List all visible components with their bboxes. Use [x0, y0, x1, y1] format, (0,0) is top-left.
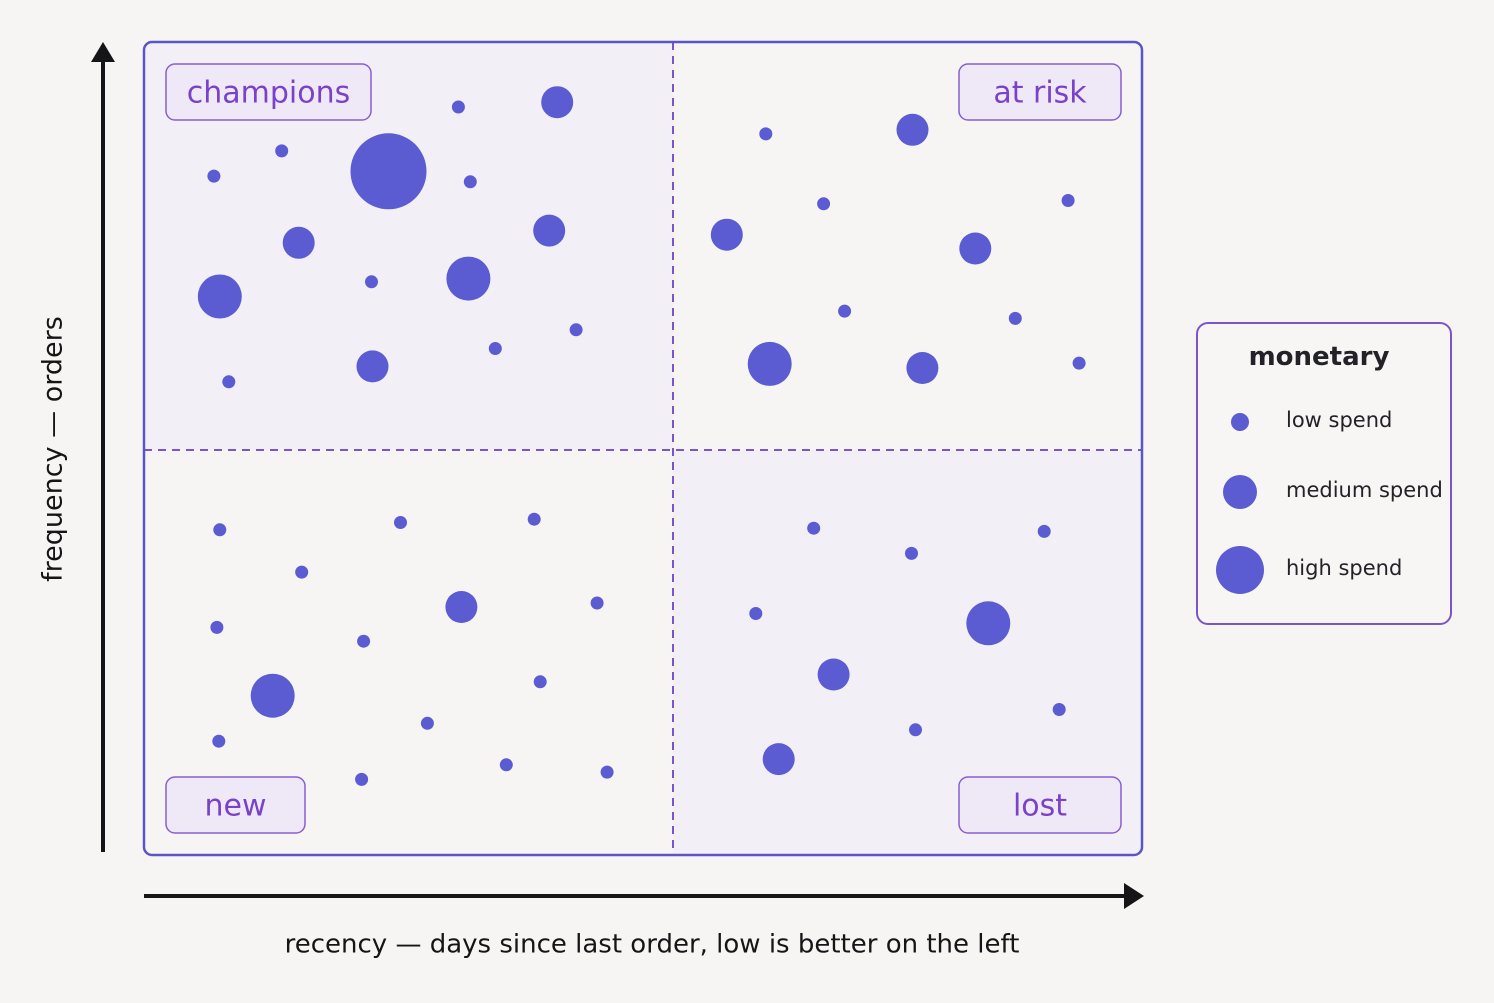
lost-point — [909, 723, 922, 737]
quadrant-labels: champions at risk new lost — [165, 63, 1122, 834]
lost-point — [817, 658, 850, 691]
champions-point — [541, 86, 574, 119]
x-axis-arrow — [144, 883, 1144, 909]
champions-point — [488, 342, 502, 355]
at-risk-point — [710, 218, 743, 251]
y-axis-label: frequency — orders — [38, 316, 69, 582]
new-point — [394, 516, 407, 529]
at-risk-point — [959, 232, 992, 265]
lost-point — [905, 546, 918, 560]
new-point — [527, 512, 541, 526]
at-risk-point — [747, 341, 792, 386]
champions-point — [282, 226, 315, 259]
at-risk-point — [1061, 194, 1075, 207]
champions-point — [350, 133, 427, 210]
new-point — [499, 758, 513, 772]
at-risk-point — [817, 197, 831, 211]
at-risk-point — [759, 127, 773, 141]
new-point — [295, 565, 309, 579]
champions-label-box — [165, 63, 372, 121]
at-risk-label-text: at risk — [993, 76, 1087, 111]
at-risk-label: at risk — [958, 63, 1122, 121]
new-point — [357, 634, 371, 648]
new-label-text: new — [204, 789, 266, 824]
lost-label: lost — [958, 776, 1122, 834]
new-point — [590, 596, 604, 610]
new-point — [355, 772, 369, 786]
data-points — [197, 86, 1086, 786]
legend-label-medium-spend: medium spend — [1286, 478, 1443, 502]
champions-label-text: champions — [187, 76, 351, 111]
lost-point — [1052, 703, 1066, 716]
medium-spend-swatch — [1223, 475, 1257, 509]
lost-point — [762, 743, 795, 776]
at-risk-label-box — [958, 63, 1122, 121]
legend-title: monetary — [1248, 342, 1390, 372]
new-label-box — [165, 776, 306, 834]
champions-point — [222, 375, 236, 389]
new-point — [250, 673, 295, 718]
champions-point — [197, 274, 242, 319]
new-label: new — [165, 776, 306, 834]
at-risk-point — [1072, 356, 1086, 370]
legend-item-high-spend: high spend — [1198, 539, 1450, 599]
champions-point — [356, 350, 389, 383]
lost-point — [1037, 524, 1051, 538]
champions-point — [446, 256, 491, 301]
lost-label-box — [958, 776, 1122, 834]
champions-point — [451, 100, 465, 114]
y-axis-arrow — [91, 42, 115, 852]
at-risk-point — [838, 304, 852, 318]
new-point — [420, 716, 434, 730]
champions-point — [275, 144, 289, 158]
new-point — [212, 734, 226, 748]
champions-point — [207, 169, 221, 183]
legend-item-medium-spend: medium spend — [1198, 461, 1450, 521]
high-spend-swatch — [1216, 546, 1264, 594]
new-point — [210, 620, 224, 634]
at-risk-point — [896, 113, 929, 146]
new-point — [533, 675, 547, 689]
champions-point — [533, 214, 566, 247]
quadrant-dividers — [144, 42, 1142, 855]
legend-item-low-spend: low spend — [1198, 392, 1450, 452]
new-point — [213, 523, 227, 537]
lost-point — [966, 601, 1011, 646]
new-point — [445, 591, 478, 623]
new-point — [600, 765, 614, 779]
low-spend-swatch — [1231, 413, 1249, 431]
at-risk-point — [906, 352, 939, 384]
plot-frame — [142, 40, 1144, 857]
quadrant-backgrounds — [146, 44, 1140, 853]
legend-label-low-spend: low spend — [1286, 408, 1393, 432]
legend-box: monetary low spend medium spend high spe… — [1196, 322, 1452, 625]
legend-label-high-spend: high spend — [1286, 556, 1403, 580]
lost-point — [807, 521, 821, 535]
at-risk-point — [1008, 311, 1022, 325]
champions-label: champions — [165, 63, 372, 121]
lost-label-text: lost — [1013, 789, 1067, 824]
champions-point — [463, 175, 477, 189]
champions-point — [365, 275, 378, 289]
lost-point — [749, 607, 763, 620]
champions-point — [569, 323, 583, 337]
x-axis-label: recency — days since last order, low is … — [285, 930, 1020, 960]
